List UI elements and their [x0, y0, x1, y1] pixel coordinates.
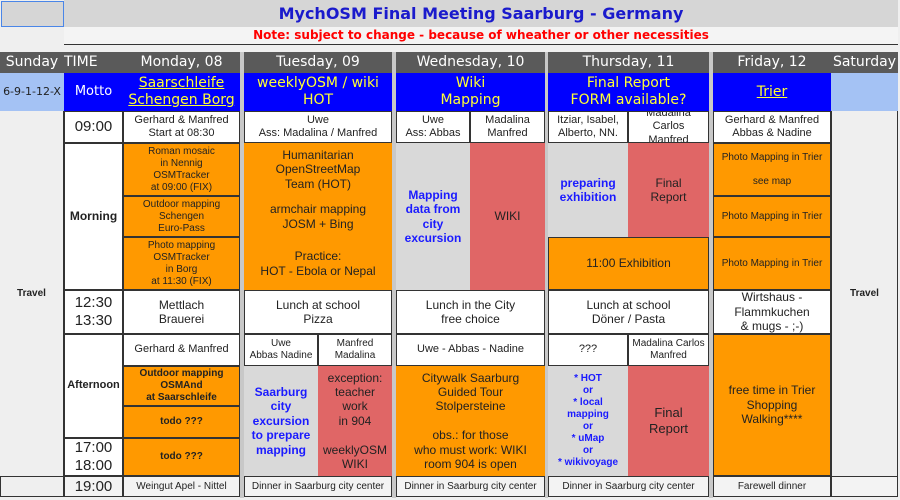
cell-selector[interactable]: [1, 1, 64, 27]
motto-thursday: Final Report FORM available?: [548, 73, 709, 111]
thursday-afternoon-names-a: ???: [548, 334, 628, 366]
time-1700: 17:00 18:00: [64, 438, 123, 476]
wednesday-morning-b: WIKI: [470, 143, 545, 290]
thursday-afternoon-a: * HOT or * local mapping or * uMap or * …: [548, 366, 628, 476]
monday-afternoon-1: Outdoor mapping OSMAnd at Saarschleife: [123, 366, 240, 406]
monday-0900: Gerhard & Manfred Start at 08:30: [123, 111, 240, 143]
motto-tuesday: weeklyOSM / wiki HOT: [244, 73, 392, 111]
header-sunday: Sunday: [0, 52, 64, 73]
motto-saturday: [831, 73, 898, 111]
header-thursday: Thursday, 11: [548, 52, 709, 73]
motto-monday-link[interactable]: Saarschleife Schengen Borg: [123, 73, 240, 111]
time-1900: 19:00: [64, 476, 123, 497]
tuesday-evening: Dinner in Saarburg city center: [244, 476, 392, 497]
friday-afternoon: free time in Trier Shopping Walking****: [713, 334, 831, 476]
motto-friday-link[interactable]: Trier: [713, 73, 831, 111]
friday-0900: Gerhard & Manfred Abbas & Nadine: [713, 111, 831, 143]
wednesday-morning-a: Mapping data from city excursion: [396, 143, 470, 290]
sunday-travel: Travel: [0, 111, 64, 476]
tuesday-lunch: Lunch at school Pizza: [244, 290, 392, 334]
thursday-afternoon-names-b: Madalina Carlos Manfred: [628, 334, 709, 366]
monday-morning-2: Outdoor mapping Schengen Euro-Pass: [123, 196, 240, 237]
wednesday-evening: Dinner in Saarburg city center: [396, 476, 545, 497]
time-0900: 09:00: [64, 111, 123, 143]
morning-label: Morning: [64, 143, 123, 290]
sunday-evening: [0, 476, 64, 497]
time-lunch: 12:30 13:30: [64, 290, 123, 334]
monday-morning-3: Photo mapping OSMTracker in Borg at 11:3…: [123, 237, 240, 290]
separator: [545, 52, 548, 498]
tuesday-morning-2: armchair mapping JOSM + Bing: [244, 196, 392, 237]
thursday-0900-b: Madalina Carlos Manfred: [628, 111, 709, 143]
separator: [392, 52, 396, 498]
header-time: TIME: [64, 52, 123, 73]
motto-code: 6-9-1-12-X: [0, 73, 64, 111]
thursday-morning-a: preparing exhibition: [548, 143, 628, 237]
friday-morning-1: Photo Mapping in Trier see map: [713, 143, 831, 196]
header-wednesday: Wednesday, 10: [396, 52, 545, 73]
monday-afternoon-3: todo ???: [123, 438, 240, 476]
header-monday: Monday, 08: [123, 52, 240, 73]
separator: [709, 52, 713, 498]
thursday-0900-a: Itziar, Isabel, Alberto, NN.: [548, 111, 628, 143]
tuesday-0900: Uwe Ass: Madalina / Manfred: [244, 111, 392, 143]
header-friday: Friday, 12: [713, 52, 831, 73]
monday-morning-1: Roman mosaic in Nennig OSMTracker at 09:…: [123, 143, 240, 196]
friday-lunch: Wirtshaus - Flammkuchen & mugs - ;-): [713, 290, 831, 334]
title-bar: MychOSM Final Meeting Saarburg - Germany: [64, 0, 898, 27]
tuesday-afternoon-a: Saarburg city excursion to prepare mappi…: [244, 366, 318, 476]
header-saturday: Saturday: [831, 52, 898, 73]
tuesday-morning-1: Humanitarian OpenStreetMap Team (HOT): [244, 143, 392, 196]
wednesday-0900-a: Uwe Ass: Abbas: [396, 111, 470, 143]
wednesday-lunch: Lunch in the City free choice: [396, 290, 545, 334]
tuesday-afternoon-names-b: Manfred Madalina: [318, 334, 392, 366]
page-title: MychOSM Final Meeting Saarburg - Germany: [278, 3, 684, 23]
saturday-evening: [831, 476, 898, 497]
wednesday-afternoon: Citywalk Saarburg Guided Tour Stolperste…: [396, 366, 545, 476]
thursday-lunch: Lunch at school Döner / Pasta: [548, 290, 709, 334]
wednesday-0900-b: Madalina Manfred: [470, 111, 545, 143]
thursday-evening: Dinner in Saarburg city center: [548, 476, 709, 497]
separator: [240, 52, 244, 498]
tuesday-afternoon-names-a: Uwe Abbas Nadine: [244, 334, 318, 366]
saturday-travel: Travel: [831, 111, 898, 476]
thursday-morning-exhibition: 11:00 Exhibition: [548, 237, 709, 290]
tuesday-afternoon-b: exception: teacher work in 904 weeklyOSM…: [318, 366, 392, 476]
wednesday-afternoon-names: Uwe - Abbas - Nadine: [396, 334, 545, 366]
monday-afternoon-2: todo ???: [123, 406, 240, 438]
monday-lunch: Mettlach Brauerei: [123, 290, 240, 334]
friday-morning-2: Photo Mapping in Trier: [713, 196, 831, 237]
friday-morning-3: Photo Mapping in Trier: [713, 237, 831, 290]
monday-evening: Weingut Apel - Nittel: [123, 476, 240, 497]
monday-afternoon-names: Gerhard & Manfred: [123, 334, 240, 366]
header-tuesday: Tuesday, 09: [244, 52, 392, 73]
friday-evening: Farewell dinner: [713, 476, 831, 497]
tuesday-morning-3: Practice: HOT - Ebola or Nepal: [244, 237, 392, 290]
thursday-morning-b: Final Report: [628, 143, 709, 237]
note: Note: subject to change - because of whe…: [64, 27, 898, 45]
motto-label: Motto: [64, 73, 123, 111]
afternoon-label: Afternoon: [64, 334, 123, 438]
motto-wednesday: Wiki Mapping: [396, 73, 545, 111]
thursday-afternoon-b: Final Report: [628, 366, 709, 476]
